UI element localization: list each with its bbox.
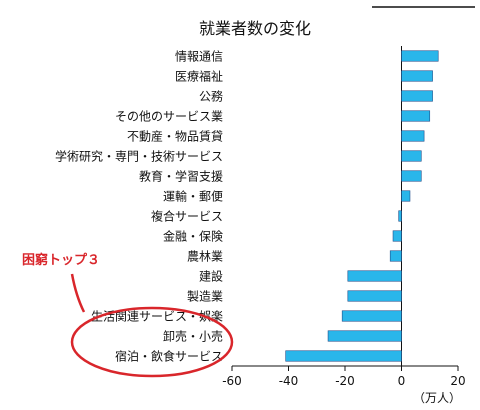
bar-12 <box>347 270 402 282</box>
category-label: 学術研究・専門・技術サービス <box>55 149 223 164</box>
category-label: 金融・保険 <box>163 229 223 244</box>
bar-7 <box>401 170 422 182</box>
annotation-group: 困窮トップ３ <box>22 252 234 378</box>
bar-4 <box>401 110 431 122</box>
bar-5 <box>401 130 425 142</box>
category-label: 運輸・郵便 <box>163 189 223 204</box>
annotation-ellipse <box>70 306 234 378</box>
bar-8 <box>401 190 411 202</box>
x-unit-label: （万人） <box>413 391 461 405</box>
bar-16 <box>285 350 402 362</box>
chart-title: 就業者数の変化 <box>199 19 311 38</box>
category-label: 医療福祉 <box>175 69 223 84</box>
category-label: 宿泊・飲食サービス <box>115 349 223 364</box>
category-label: 教育・学習支援 <box>139 169 223 184</box>
bar-10 <box>392 230 402 242</box>
bar-15 <box>327 330 402 342</box>
category-label: 卸売・小売 <box>163 329 223 344</box>
plot-area: 情報通信医療福祉公務その他のサービス業不動産・物品賃貸学術研究・専門・技術サービ… <box>55 46 466 405</box>
x-tick-label: 0 <box>398 374 406 388</box>
category-label: 製造業 <box>187 290 223 304</box>
x-tick-label: -60 <box>222 374 242 388</box>
annotation-arrow <box>70 273 86 313</box>
bar-3 <box>401 90 433 102</box>
bar-11 <box>389 250 402 262</box>
bar-13 <box>347 290 402 302</box>
x-tick-label: -40 <box>279 374 299 388</box>
bar-2 <box>401 70 433 82</box>
annotation-label: 困窮トップ３ <box>22 252 100 268</box>
category-label: 公務 <box>199 90 223 104</box>
category-label: 不動産・物品賃貸 <box>127 129 223 144</box>
bar-9 <box>398 210 402 222</box>
category-label: その他のサービス業 <box>115 110 223 124</box>
category-label: 農林業 <box>187 250 223 264</box>
category-label: 情報通信 <box>175 50 223 64</box>
category-label: 複合サービス <box>151 209 223 224</box>
x-tick-label: 20 <box>450 374 465 388</box>
bar-1 <box>401 50 439 62</box>
bar-14 <box>341 310 402 322</box>
bar-6 <box>401 150 422 162</box>
x-tick-label: -20 <box>335 374 355 388</box>
category-label: 建設 <box>199 269 223 284</box>
